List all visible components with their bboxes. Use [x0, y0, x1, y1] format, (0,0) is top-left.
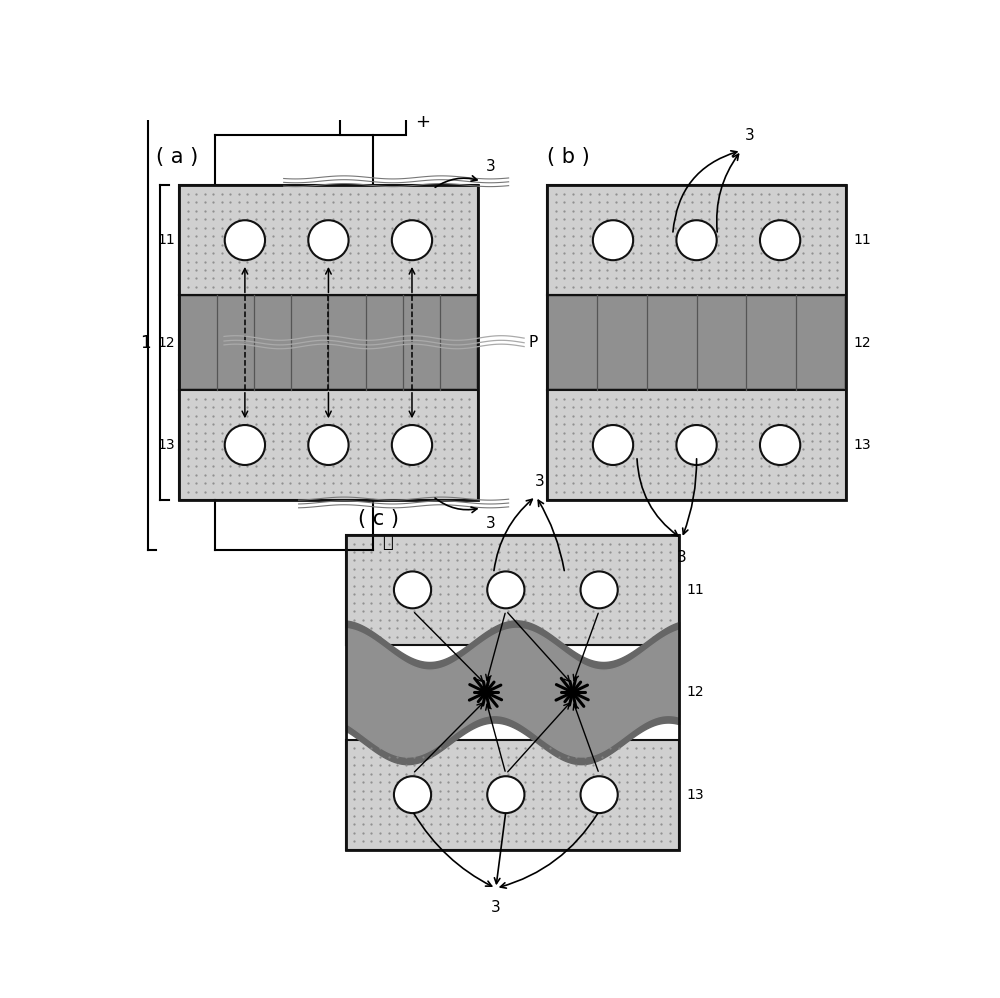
Text: 3: 3: [485, 516, 495, 531]
Circle shape: [308, 221, 349, 260]
Text: 13: 13: [687, 787, 704, 801]
Circle shape: [487, 776, 524, 813]
Bar: [547, 390, 846, 500]
Circle shape: [581, 776, 618, 813]
Bar: [179, 185, 478, 500]
Circle shape: [676, 425, 717, 465]
Circle shape: [394, 776, 431, 813]
Circle shape: [760, 221, 800, 260]
Circle shape: [225, 425, 265, 465]
Text: 3: 3: [485, 159, 495, 174]
Circle shape: [593, 221, 633, 260]
Circle shape: [308, 425, 349, 465]
Bar: [179, 295, 478, 390]
Bar: [346, 535, 679, 645]
Circle shape: [593, 425, 633, 465]
Text: 11: 11: [854, 234, 871, 248]
Text: 13: 13: [854, 438, 871, 452]
Text: 12: 12: [854, 335, 871, 349]
Bar: [547, 185, 846, 295]
Text: 3: 3: [535, 474, 545, 489]
Circle shape: [394, 572, 431, 609]
Circle shape: [760, 425, 800, 465]
Text: P: P: [528, 335, 537, 350]
Text: 13: 13: [158, 438, 175, 452]
Circle shape: [487, 572, 524, 609]
Circle shape: [392, 221, 432, 260]
Text: 12: 12: [158, 335, 175, 349]
Bar: [547, 295, 846, 390]
Bar: [549, 296, 844, 388]
Text: 12: 12: [687, 686, 704, 700]
Text: －: －: [382, 533, 393, 552]
Circle shape: [482, 689, 489, 696]
Text: ( a ): ( a ): [156, 147, 198, 167]
Circle shape: [676, 221, 717, 260]
Text: 1: 1: [140, 333, 151, 351]
Text: +: +: [415, 114, 430, 132]
Bar: [179, 185, 478, 295]
Text: 3: 3: [677, 550, 687, 565]
Bar: [179, 390, 478, 500]
Bar: [181, 296, 476, 388]
Circle shape: [225, 221, 265, 260]
Text: 11: 11: [158, 234, 175, 248]
Text: ( c ): ( c ): [358, 509, 398, 529]
Text: ( b ): ( b ): [547, 147, 590, 167]
Bar: [346, 535, 679, 850]
Text: 11: 11: [687, 583, 705, 597]
Bar: [340, 110, 406, 135]
Circle shape: [569, 689, 576, 696]
Circle shape: [581, 572, 618, 609]
Bar: [547, 185, 846, 500]
Text: 3: 3: [491, 900, 501, 915]
Bar: [346, 740, 679, 850]
Text: 3: 3: [745, 128, 755, 143]
Circle shape: [392, 425, 432, 465]
